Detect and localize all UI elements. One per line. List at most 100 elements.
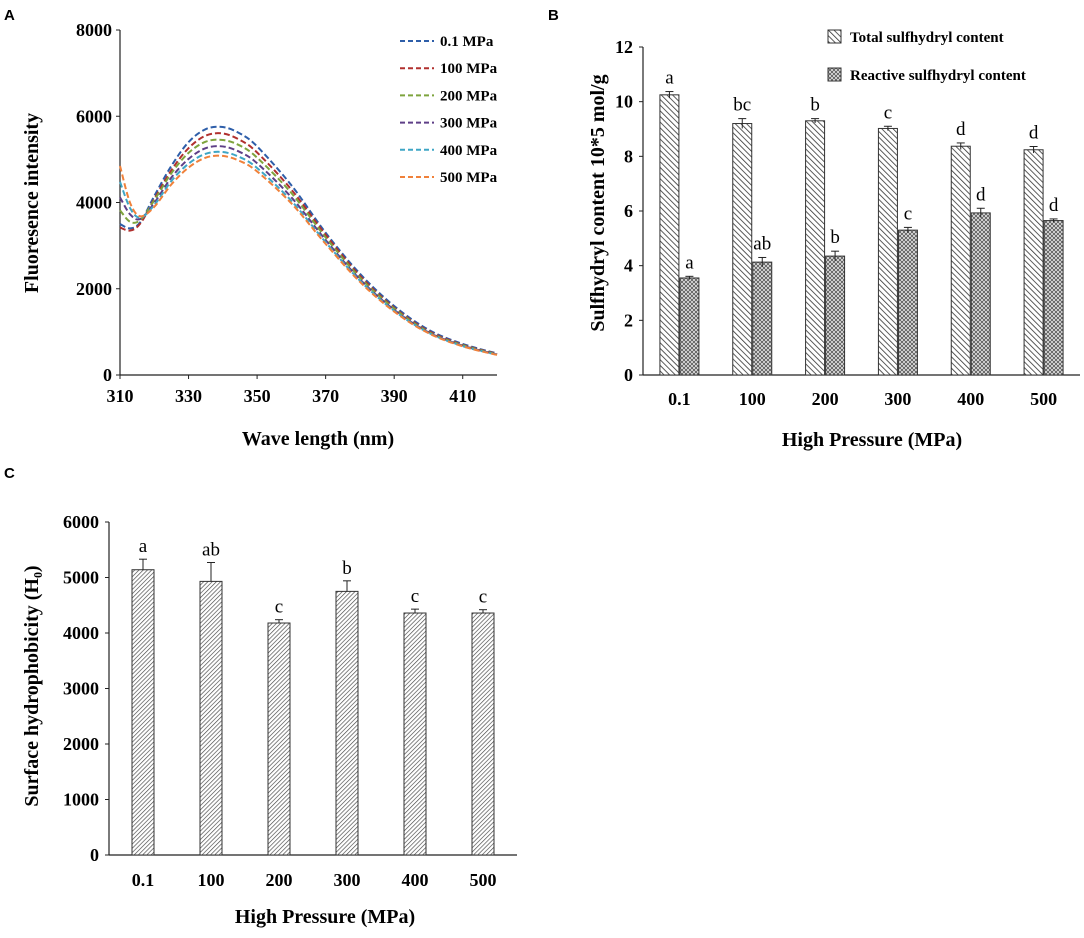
bar-reactive-sulfhydryl bbox=[679, 277, 700, 376]
panel-b-y-tick-label: 10 bbox=[615, 92, 633, 112]
panel-b-x-tick-label: 400 bbox=[957, 389, 984, 409]
panel-c-x-tick-label: 300 bbox=[334, 870, 361, 890]
legend-label-0: 0.1 MPa bbox=[440, 34, 494, 50]
bar-reactive-sulfhydryl bbox=[897, 229, 918, 376]
bar-reactive-sulfhydryl bbox=[1043, 220, 1064, 376]
panel-a-x-tick-label: 410 bbox=[449, 386, 476, 406]
panel-a-y-tick-label: 4000 bbox=[76, 193, 112, 213]
panel-c-y-tick-label: 4000 bbox=[63, 623, 99, 643]
bar-surface-hydrophobicity bbox=[199, 580, 223, 856]
panel-c-x-tick-label: 100 bbox=[198, 870, 225, 890]
panel-a-y-tick-label: 6000 bbox=[76, 106, 112, 126]
bar-surface-hydrophobicity bbox=[335, 590, 359, 856]
significance-letter: ab bbox=[202, 540, 220, 561]
panel-b-axes: 0 2 4 6 8 10 12 0.1 100 200 300 400 500 bbox=[615, 37, 1080, 409]
bar-total-sulfhydryl bbox=[950, 145, 971, 376]
legend-swatch-reactive bbox=[827, 67, 842, 82]
panel-a: A 0 2000 4000 6000 8000 310 330 350 370 390 410 Wa… bbox=[4, 7, 498, 450]
panel-c-x-tick-label: 400 bbox=[402, 870, 429, 890]
panel-a-x-tick-label: 310 bbox=[107, 386, 134, 406]
panel-b-x-tick-label: 0.1 bbox=[668, 389, 691, 409]
panel-b-y-axis-title: Sulfhydryl content 10*5 mol/g bbox=[587, 74, 609, 331]
significance-letter: c bbox=[275, 597, 283, 618]
panel-a-x-tick-label: 370 bbox=[312, 386, 339, 406]
panel-b-x-tick-label: 300 bbox=[884, 389, 911, 409]
panel-c-y-tick-label: 6000 bbox=[63, 512, 99, 532]
bar-reactive-sulfhydryl bbox=[970, 212, 991, 376]
bar-total-sulfhydryl bbox=[1023, 149, 1044, 376]
panel-b-legend: Total sulfhydryl content Reactive sulfhy… bbox=[827, 29, 1026, 84]
significance-letter: d bbox=[976, 184, 986, 205]
legend-label-reactive: Reactive sulfhydryl content bbox=[850, 68, 1026, 84]
significance-letter: c bbox=[884, 102, 892, 123]
bar-reactive-sulfhydryl bbox=[825, 255, 846, 376]
significance-letter: b bbox=[830, 227, 840, 248]
legend-label-4: 400 MPa bbox=[440, 143, 498, 159]
bar-reactive-sulfhydryl bbox=[752, 261, 773, 376]
panel-b-x-tick-label: 100 bbox=[739, 389, 766, 409]
bar-surface-hydrophobicity bbox=[131, 569, 155, 856]
panel-a-x-tick-label: 330 bbox=[175, 386, 202, 406]
panel-a-x-axis-title: Wave length (nm) bbox=[242, 428, 394, 450]
significance-letter: a bbox=[665, 68, 674, 89]
panel-a-x-tick-label: 350 bbox=[244, 386, 271, 406]
bar-total-sulfhydryl bbox=[732, 123, 753, 376]
panel-c-y-tick-label: 0 bbox=[90, 845, 99, 865]
panel-b-x-axis-title: High Pressure (MPa) bbox=[782, 429, 962, 451]
significance-letter: d bbox=[1049, 195, 1059, 216]
significance-letter: c bbox=[411, 586, 419, 607]
panel-b-x-tick-label: 200 bbox=[812, 389, 839, 409]
legend-label-3: 300 MPa bbox=[440, 116, 498, 132]
panel-c-y-tick-label: 2000 bbox=[63, 734, 99, 754]
series-line-500-mpa bbox=[119, 154, 498, 356]
bar-total-sulfhydryl bbox=[805, 120, 826, 376]
panel-c-y-tick-label: 3000 bbox=[63, 679, 99, 699]
panel-a-x-tick-label: 390 bbox=[381, 386, 408, 406]
panel-a-letter: A bbox=[4, 7, 15, 24]
significance-letter: b bbox=[810, 95, 820, 116]
significance-letter: c bbox=[479, 587, 487, 608]
panel-a-y-tick-label: 8000 bbox=[76, 20, 112, 40]
panel-a-series bbox=[119, 125, 498, 356]
panel-c-y-axis-title: Surface hydrophobicity (H₀) bbox=[21, 565, 43, 806]
panel-b-y-tick-label: 0 bbox=[624, 365, 633, 385]
significance-letter: ab bbox=[753, 233, 771, 254]
panel-b-letter: B bbox=[548, 7, 559, 24]
panel-b-y-tick-label: 6 bbox=[624, 201, 633, 221]
panel-c-x-axis-title: High Pressure (MPa) bbox=[235, 906, 415, 928]
panel-c-y-tick-label: 5000 bbox=[63, 568, 99, 588]
panel-b-y-tick-label: 2 bbox=[624, 310, 633, 330]
panel-c-letter: C bbox=[4, 465, 15, 482]
panel-b-y-tick-label: 4 bbox=[624, 256, 633, 276]
panel-b-x-tick-label: 500 bbox=[1030, 389, 1057, 409]
legend-label-5: 500 MPa bbox=[440, 170, 498, 186]
significance-letter: d bbox=[956, 119, 966, 140]
panel-a-axes: 0 2000 4000 6000 8000 310 330 350 370 390 410 bbox=[76, 20, 497, 406]
significance-letter: a bbox=[139, 536, 148, 557]
significance-letter: b bbox=[342, 558, 352, 579]
panel-a-legend: 0.1 MPa 100 MPa 200 MPa 300 MPa 400 MPa 500 M… bbox=[400, 34, 498, 186]
significance-letter: a bbox=[685, 252, 694, 273]
bar-surface-hydrophobicity bbox=[403, 612, 427, 856]
panel-c-y-tick-label: 1000 bbox=[63, 790, 99, 810]
panel-c-axes: 0 1000 2000 3000 4000 5000 6000 0.1 100 200 300 400… bbox=[63, 512, 517, 890]
bar-total-sulfhydryl bbox=[659, 94, 680, 376]
panel-b-y-tick-label: 12 bbox=[615, 37, 633, 57]
panel-c-x-tick-label: 200 bbox=[266, 870, 293, 890]
panel-c-bars: a ab c b c c bbox=[131, 536, 495, 856]
panel-a-y-tick-label: 0 bbox=[103, 365, 112, 385]
legend-label-total: Total sulfhydryl content bbox=[850, 30, 1004, 46]
significance-letter: d bbox=[1029, 122, 1039, 143]
bar-surface-hydrophobicity bbox=[267, 622, 291, 856]
significance-letter: c bbox=[904, 203, 912, 224]
panel-c: C 0 1000 2000 3000 4000 5000 6000 0.1 100 200 300 4… bbox=[4, 465, 517, 928]
significance-letter: bc bbox=[733, 95, 751, 116]
panel-a-y-tick-label: 2000 bbox=[76, 279, 112, 299]
bar-total-sulfhydryl bbox=[877, 127, 898, 376]
legend-label-2: 200 MPa bbox=[440, 88, 498, 104]
series-line-200-mpa bbox=[119, 138, 498, 356]
panel-b-y-tick-label: 8 bbox=[624, 146, 633, 166]
